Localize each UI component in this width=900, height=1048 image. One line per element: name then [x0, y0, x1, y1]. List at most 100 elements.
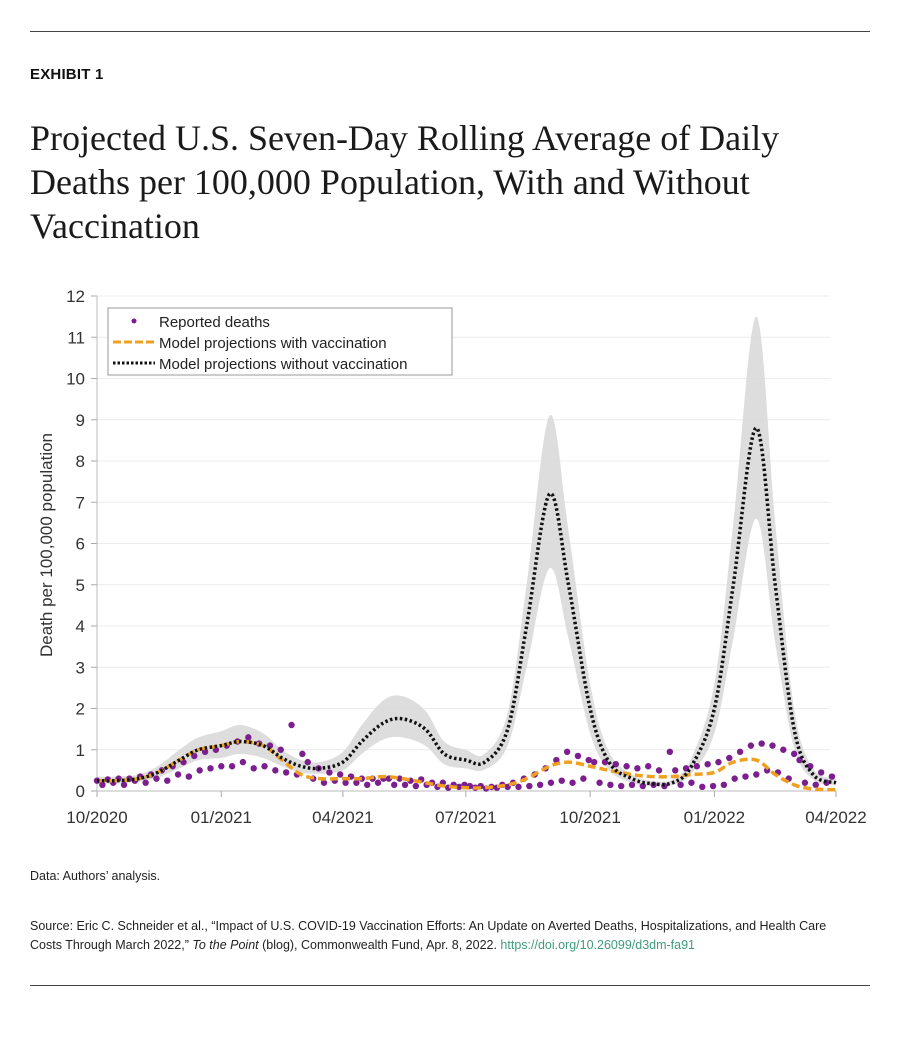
y-tick-label: 6	[76, 535, 85, 554]
reported-death-point	[780, 746, 787, 753]
reported-death-point	[574, 752, 582, 760]
reported-death-point	[617, 782, 625, 790]
reported-death-point	[326, 769, 333, 776]
reported-death-point	[807, 763, 814, 770]
source-prefix: Source: Eric C. Schneider et al., “Impac…	[30, 919, 827, 952]
x-tick-label: 10/2021	[559, 808, 620, 827]
reported-death-point	[596, 779, 603, 786]
reported-death-point	[747, 742, 755, 749]
reported-death-point	[320, 779, 328, 786]
source-citation: Source: Eric C. Schneider et al., “Impac…	[30, 917, 860, 955]
reported-death-point	[120, 781, 128, 789]
reported-death-point	[726, 754, 733, 762]
x-tick-label: 10/2020	[66, 808, 127, 827]
reported-death-point	[396, 775, 403, 782]
reported-death-point	[634, 765, 641, 772]
model-lines	[96, 426, 837, 792]
reported-death-point	[585, 756, 592, 764]
reported-death-point	[753, 771, 760, 778]
source-publication: To the Point	[192, 938, 259, 952]
reported-death-point	[580, 775, 587, 782]
reported-death-point	[272, 767, 279, 774]
reported-death-point	[790, 750, 798, 758]
reported-death-point	[304, 758, 311, 766]
reported-death-point	[401, 781, 409, 789]
line-with-vaccination	[96, 739, 837, 792]
reported-death-point	[736, 748, 744, 756]
reported-death-point	[715, 758, 722, 766]
reported-death-point	[196, 767, 203, 774]
reported-death-point	[769, 742, 776, 749]
reported-death-point	[704, 760, 711, 768]
reported-death-point	[261, 763, 268, 770]
reported-death-point	[99, 781, 106, 789]
y-tick-label: 3	[76, 658, 85, 677]
reported-death-point	[164, 777, 171, 784]
y-tick-label: 12	[66, 287, 85, 306]
legend-reported: Reported deaths	[159, 314, 270, 331]
legend-without-vaccination: Model projections without vaccination	[159, 356, 407, 373]
bottom-rule	[30, 985, 870, 986]
y-axis-label: Death per 100,000 population	[37, 433, 56, 657]
reported-death-point	[758, 740, 765, 747]
reported-death-point	[655, 767, 663, 774]
legend: Reported deaths Model projections with v…	[107, 307, 453, 376]
reported-death-point	[201, 748, 209, 756]
reported-death-point	[174, 771, 182, 778]
reported-death-point	[709, 782, 717, 790]
y-tick-label: 11	[67, 328, 85, 347]
top-rule	[30, 31, 870, 32]
y-tick-label: 9	[76, 411, 85, 430]
reported-death-point	[412, 782, 420, 790]
exhibit-label: EXHIBIT 1	[30, 66, 104, 83]
y-tick-label: 0	[76, 782, 85, 801]
reported-death-point	[153, 775, 160, 782]
chart-title: Projected U.S. Seven-Day Rolling Average…	[30, 118, 780, 246]
y-tick-label: 10	[66, 370, 85, 389]
reported-death-point	[801, 779, 809, 786]
reported-death-point	[812, 781, 819, 789]
reported-death-point	[250, 765, 257, 772]
x-tick-label: 07/2021	[435, 808, 496, 827]
y-tick-label: 1	[76, 741, 85, 760]
reported-death-point	[282, 769, 290, 776]
reported-death-point	[191, 752, 198, 760]
reported-death-point	[612, 760, 619, 768]
reported-death-point	[558, 777, 565, 784]
reported-death-point	[353, 779, 360, 786]
reported-death-point	[828, 773, 836, 780]
reported-death-point	[817, 769, 825, 776]
legend-marker-reported	[131, 318, 137, 324]
reported-death-point	[364, 781, 371, 789]
reported-deaths-points	[93, 721, 836, 792]
reported-death-point	[207, 765, 214, 772]
reported-death-point	[391, 781, 398, 789]
reported-death-point	[245, 734, 252, 741]
reported-death-point	[563, 748, 571, 756]
x-tick-label: 04/2021	[312, 808, 373, 827]
reported-death-point	[666, 748, 674, 756]
reported-death-point	[677, 781, 684, 789]
x-tick-label: 01/2022	[684, 808, 745, 827]
reported-death-point	[218, 763, 225, 770]
y-tick-label: 4	[76, 617, 85, 636]
reported-death-point	[607, 781, 614, 789]
reported-death-point	[374, 779, 382, 786]
reported-death-point	[288, 721, 295, 729]
reported-death-point	[547, 779, 555, 786]
reported-death-point	[623, 763, 630, 770]
reported-death-point	[688, 779, 695, 786]
source-suffix: (blog), Commonwealth Fund, Apr. 8, 2022.	[258, 938, 501, 952]
doi-link[interactable]: https://doi.org/10.26099/d3dm-fa91	[500, 938, 696, 952]
reported-death-point	[228, 763, 236, 770]
reported-death-point	[693, 763, 701, 770]
reported-death-point	[299, 750, 306, 758]
reported-death-point	[185, 773, 193, 780]
reported-death-point	[569, 779, 576, 786]
reported-death-point	[645, 763, 652, 770]
reported-death-point	[720, 781, 728, 789]
reported-death-point	[672, 767, 679, 774]
legend-with-vaccination: Model projections with vaccination	[159, 335, 387, 352]
